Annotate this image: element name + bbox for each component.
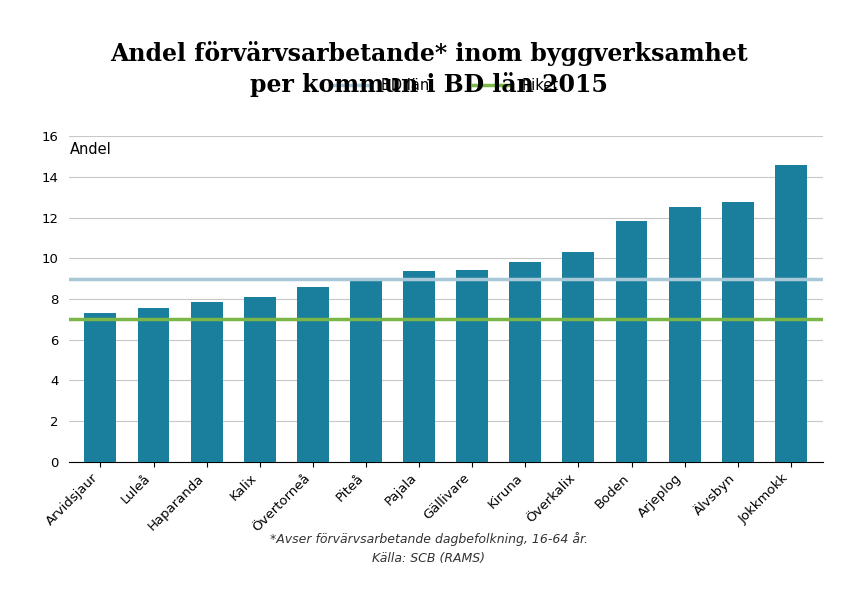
Bar: [297, 287, 329, 462]
Text: Andel förvärvsarbetande* inom byggverksamhet
per kommun i BD län 2015: Andel förvärvsarbetande* inom byggverksa…: [110, 41, 747, 98]
Bar: [722, 202, 753, 462]
Text: Andel: Andel: [69, 142, 111, 157]
Bar: [668, 207, 700, 462]
Bar: [85, 313, 117, 462]
Bar: [138, 308, 170, 462]
Bar: [191, 302, 223, 462]
Bar: [456, 271, 488, 462]
Bar: [562, 252, 595, 462]
Bar: [244, 297, 276, 462]
Bar: [350, 281, 382, 462]
Bar: [775, 165, 806, 462]
Bar: [403, 272, 435, 462]
Text: *Avser förvärvsarbetande dagbefolkning, 16-64 år.
Källa: SCB (RAMS): *Avser förvärvsarbetande dagbefolkning, …: [269, 532, 588, 565]
Bar: [615, 221, 647, 462]
Bar: [509, 262, 542, 462]
Legend: BD län, Riket: BD län, Riket: [327, 72, 564, 98]
